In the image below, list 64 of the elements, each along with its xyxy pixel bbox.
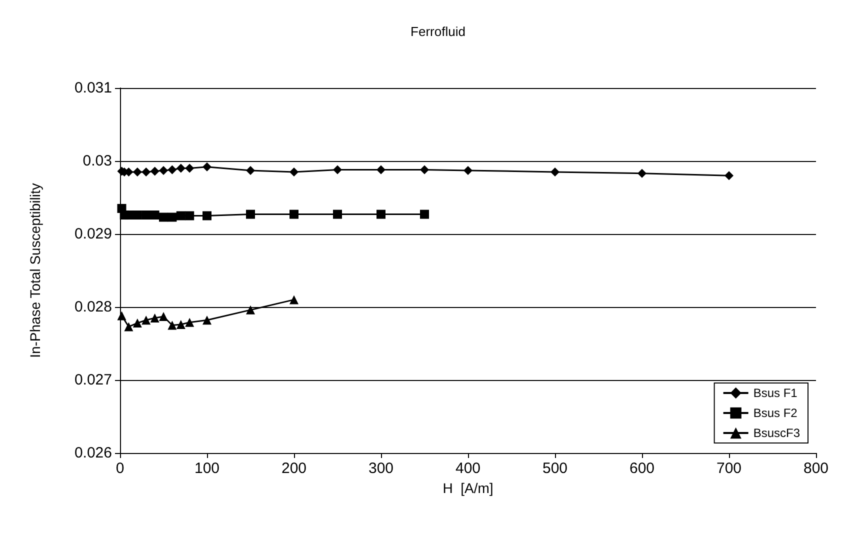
point bbox=[420, 165, 429, 174]
point bbox=[117, 311, 126, 320]
point bbox=[246, 210, 255, 219]
point bbox=[333, 210, 342, 219]
point bbox=[142, 210, 151, 220]
point bbox=[185, 318, 194, 327]
point bbox=[159, 166, 168, 175]
legend-label: Bsus F1 bbox=[753, 386, 798, 400]
point bbox=[150, 166, 160, 176]
point bbox=[246, 166, 255, 175]
x-axis-title: H [A/m] bbox=[442, 480, 494, 496]
point bbox=[376, 165, 386, 174]
point bbox=[202, 162, 212, 172]
x-tick-label: 0 bbox=[116, 460, 124, 477]
point bbox=[176, 164, 186, 173]
point bbox=[376, 210, 386, 219]
point bbox=[724, 171, 734, 180]
y-tick-label: 0.027 bbox=[74, 372, 112, 388]
point bbox=[124, 322, 134, 332]
point bbox=[246, 305, 255, 314]
legend-label: BsuscF3 bbox=[753, 426, 800, 440]
point bbox=[176, 211, 186, 220]
point bbox=[132, 210, 142, 220]
x-tick-label: 100 bbox=[194, 460, 220, 477]
point bbox=[132, 318, 142, 328]
y-tick-label: 0.028 bbox=[74, 298, 112, 316]
y-tick-label: 0.029 bbox=[74, 226, 112, 242]
x-tick-label: 600 bbox=[629, 460, 655, 477]
chart-title: Ferrofluid bbox=[410, 24, 466, 39]
legend-label: Bsus F2 bbox=[753, 406, 798, 420]
x-tick-label: 800 bbox=[803, 460, 829, 477]
x-tick-label: 500 bbox=[542, 460, 568, 477]
point bbox=[142, 167, 151, 176]
point bbox=[132, 167, 142, 176]
y-tick-label: 0.03 bbox=[82, 152, 112, 170]
point bbox=[638, 168, 646, 178]
point bbox=[420, 210, 429, 219]
point bbox=[290, 295, 298, 304]
point bbox=[185, 211, 194, 220]
point bbox=[550, 167, 560, 176]
point bbox=[176, 320, 186, 330]
point bbox=[464, 166, 472, 175]
y-axis-title: In-Phase Total Susceptibility bbox=[27, 183, 43, 358]
point bbox=[290, 210, 298, 219]
point bbox=[168, 320, 177, 330]
point bbox=[168, 212, 177, 222]
point bbox=[185, 164, 194, 173]
point bbox=[202, 316, 212, 325]
point bbox=[142, 316, 151, 325]
point bbox=[159, 312, 168, 321]
point bbox=[333, 165, 342, 174]
y-tick-label: 0.031 bbox=[74, 80, 112, 96]
x-tick-label: 400 bbox=[455, 460, 481, 477]
point bbox=[168, 165, 177, 174]
point bbox=[290, 167, 298, 176]
y-tick-label: 0.026 bbox=[74, 444, 112, 462]
x-tick-label: 200 bbox=[281, 460, 307, 477]
point bbox=[159, 212, 168, 222]
point bbox=[150, 313, 160, 322]
point bbox=[124, 210, 134, 220]
point bbox=[150, 210, 160, 220]
point bbox=[202, 211, 212, 220]
x-tick-label: 300 bbox=[368, 460, 394, 477]
x-tick-label: 700 bbox=[716, 460, 742, 477]
